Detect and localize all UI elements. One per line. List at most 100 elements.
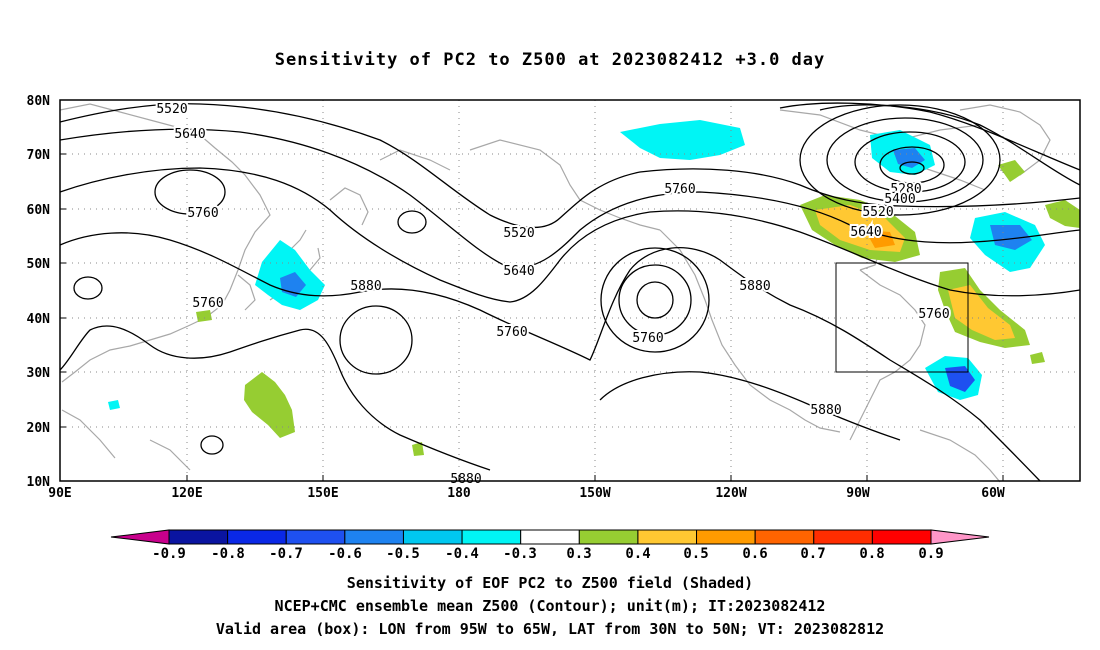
colorbar-segment: [871, 529, 932, 545]
shade-small-2: [108, 400, 120, 410]
colorbar-label: -0.6: [328, 546, 362, 562]
colorbar-segment: [637, 529, 698, 545]
shade-small-1: [196, 310, 212, 322]
contour-5400: [819, 104, 1081, 186]
colorbar-label: -0.5: [386, 546, 420, 562]
caption-line-3: Valid area (box): LON from 95W to 65W, L…: [215, 620, 885, 638]
contour-high-pacific-1: [339, 305, 413, 375]
colorbar: [110, 529, 990, 545]
colorbar-arrow-right: [930, 529, 990, 545]
kamchatka: [329, 149, 451, 226]
contour-label: 5280: [890, 182, 921, 197]
contour-low-gulf-3: [600, 247, 710, 353]
shade-blue-labrador: [990, 225, 1032, 250]
shade-orange-hudson: [865, 230, 895, 248]
lon-label: 150E: [307, 486, 338, 501]
contour-label: 5520: [503, 226, 534, 241]
colorbar-segment: [461, 529, 522, 545]
contour-label: 5760: [664, 182, 695, 197]
colorbar-segment: [402, 529, 463, 545]
lon-label: 120E: [171, 486, 202, 501]
contour-label: 5880: [739, 279, 770, 294]
contour-5280: [779, 102, 1081, 171]
contour-label: 5640: [850, 225, 881, 240]
colorbar-segment: [696, 529, 756, 545]
contour-label: 5760: [192, 296, 223, 311]
contour-small-west: [73, 276, 103, 300]
colorbar-segment: [813, 529, 873, 545]
contour-label: 5880: [350, 279, 381, 294]
contour-5880-c: [599, 371, 901, 441]
lat-label: 20N: [27, 421, 51, 436]
contour-5880-a: [59, 232, 1041, 482]
bering-alaska: [469, 139, 661, 231]
contour-label: 5760: [632, 331, 663, 346]
latitude-labels: 80N 70N 60N 50N 40N 30N 20N 10N: [27, 94, 51, 490]
contour-greenland-5: [799, 104, 1001, 216]
contour-label: 5880: [450, 472, 481, 487]
map-title: Sensitivity of PC2 to Z500 at 2023082412…: [274, 50, 826, 70]
contour-5880-b: [59, 325, 491, 471]
caption-line-1: Sensitivity of EOF PC2 to Z500 field (Sh…: [346, 574, 754, 592]
contour-label: 5400: [884, 192, 915, 207]
lon-label: 180: [447, 486, 471, 501]
south-america: [919, 429, 1001, 483]
colorbar-label: -0.7: [269, 546, 303, 562]
colorbar-arrow-left: [110, 529, 170, 545]
lat-label: 10N: [27, 475, 51, 490]
colorbar-segment: [344, 529, 404, 545]
valid-area-box: [835, 262, 969, 373]
colorbar-label: -0.8: [211, 546, 245, 562]
longitude-labels: 90E 120E 150E 180 150W 120W 90W 60W: [48, 486, 1005, 501]
shade-cyan-northpac: [620, 120, 745, 160]
colorbar-label: 0.9: [918, 546, 943, 562]
colorbar-label: 0.4: [625, 546, 650, 562]
lon-label: 120W: [715, 486, 746, 501]
contour-label: 5880: [810, 403, 841, 418]
colorbar-labels: -0.9 -0.8 -0.7 -0.6 -0.5 -0.4 -0.3 0.3 0…: [152, 546, 944, 562]
contour-label: 5760: [187, 206, 218, 221]
lat-label: 30N: [27, 366, 51, 381]
contour-greenland-3: [854, 131, 966, 193]
caption-line-2: NCEP+CMC ensemble mean Z500 (Contour); u…: [274, 597, 826, 615]
lon-label: 90E: [48, 486, 71, 501]
contour-label: 5760: [918, 307, 949, 322]
lat-label: 50N: [27, 257, 51, 272]
contour-low-kamchatka: [397, 210, 427, 234]
shade-green-greenland: [998, 160, 1025, 182]
lon-label: 90W: [846, 486, 870, 501]
contour-label-group: 5520 5640 5760 5760 5880 5520 5640 5760 …: [154, 100, 951, 489]
colorbar-label: 0.8: [859, 546, 884, 562]
lon-label: 150W: [579, 486, 610, 501]
shade-green-right: [1045, 200, 1080, 228]
contour-label: 5640: [174, 127, 205, 142]
colorbar-segment: [754, 529, 815, 545]
contour-low-asia: [154, 169, 226, 215]
contour-low-gulf-1: [636, 281, 674, 319]
colorbar-label: 0.7: [800, 546, 825, 562]
axis-ticks: [60, 99, 1004, 481]
contour-label: 5520: [862, 205, 893, 220]
colorbar-segment: [285, 529, 346, 545]
z500-contours: [59, 102, 1081, 482]
contour-5520-a: [59, 103, 1081, 229]
north-america-east: [849, 269, 926, 441]
contour-greenland-1: [899, 161, 925, 175]
colorbar-label: 0.5: [683, 546, 708, 562]
colorbar-segment: [168, 529, 229, 545]
shade-yellow-east: [948, 285, 1015, 340]
contour-label: 5760: [496, 325, 527, 340]
colorbar-label: -0.9: [152, 546, 186, 562]
lat-label: 60N: [27, 203, 51, 218]
colorbar-segment: [227, 529, 287, 545]
contour-5760-a: [59, 167, 1081, 303]
map-frame: [59, 99, 1081, 482]
south-asia: [61, 409, 191, 471]
lat-label: 40N: [27, 312, 51, 327]
north-america-west: [659, 229, 841, 433]
contour-greenland-2: [879, 146, 945, 184]
lon-label: 60W: [981, 486, 1005, 501]
colorbar-label: -0.4: [445, 546, 479, 562]
contour-low-gulf-2: [618, 264, 692, 336]
